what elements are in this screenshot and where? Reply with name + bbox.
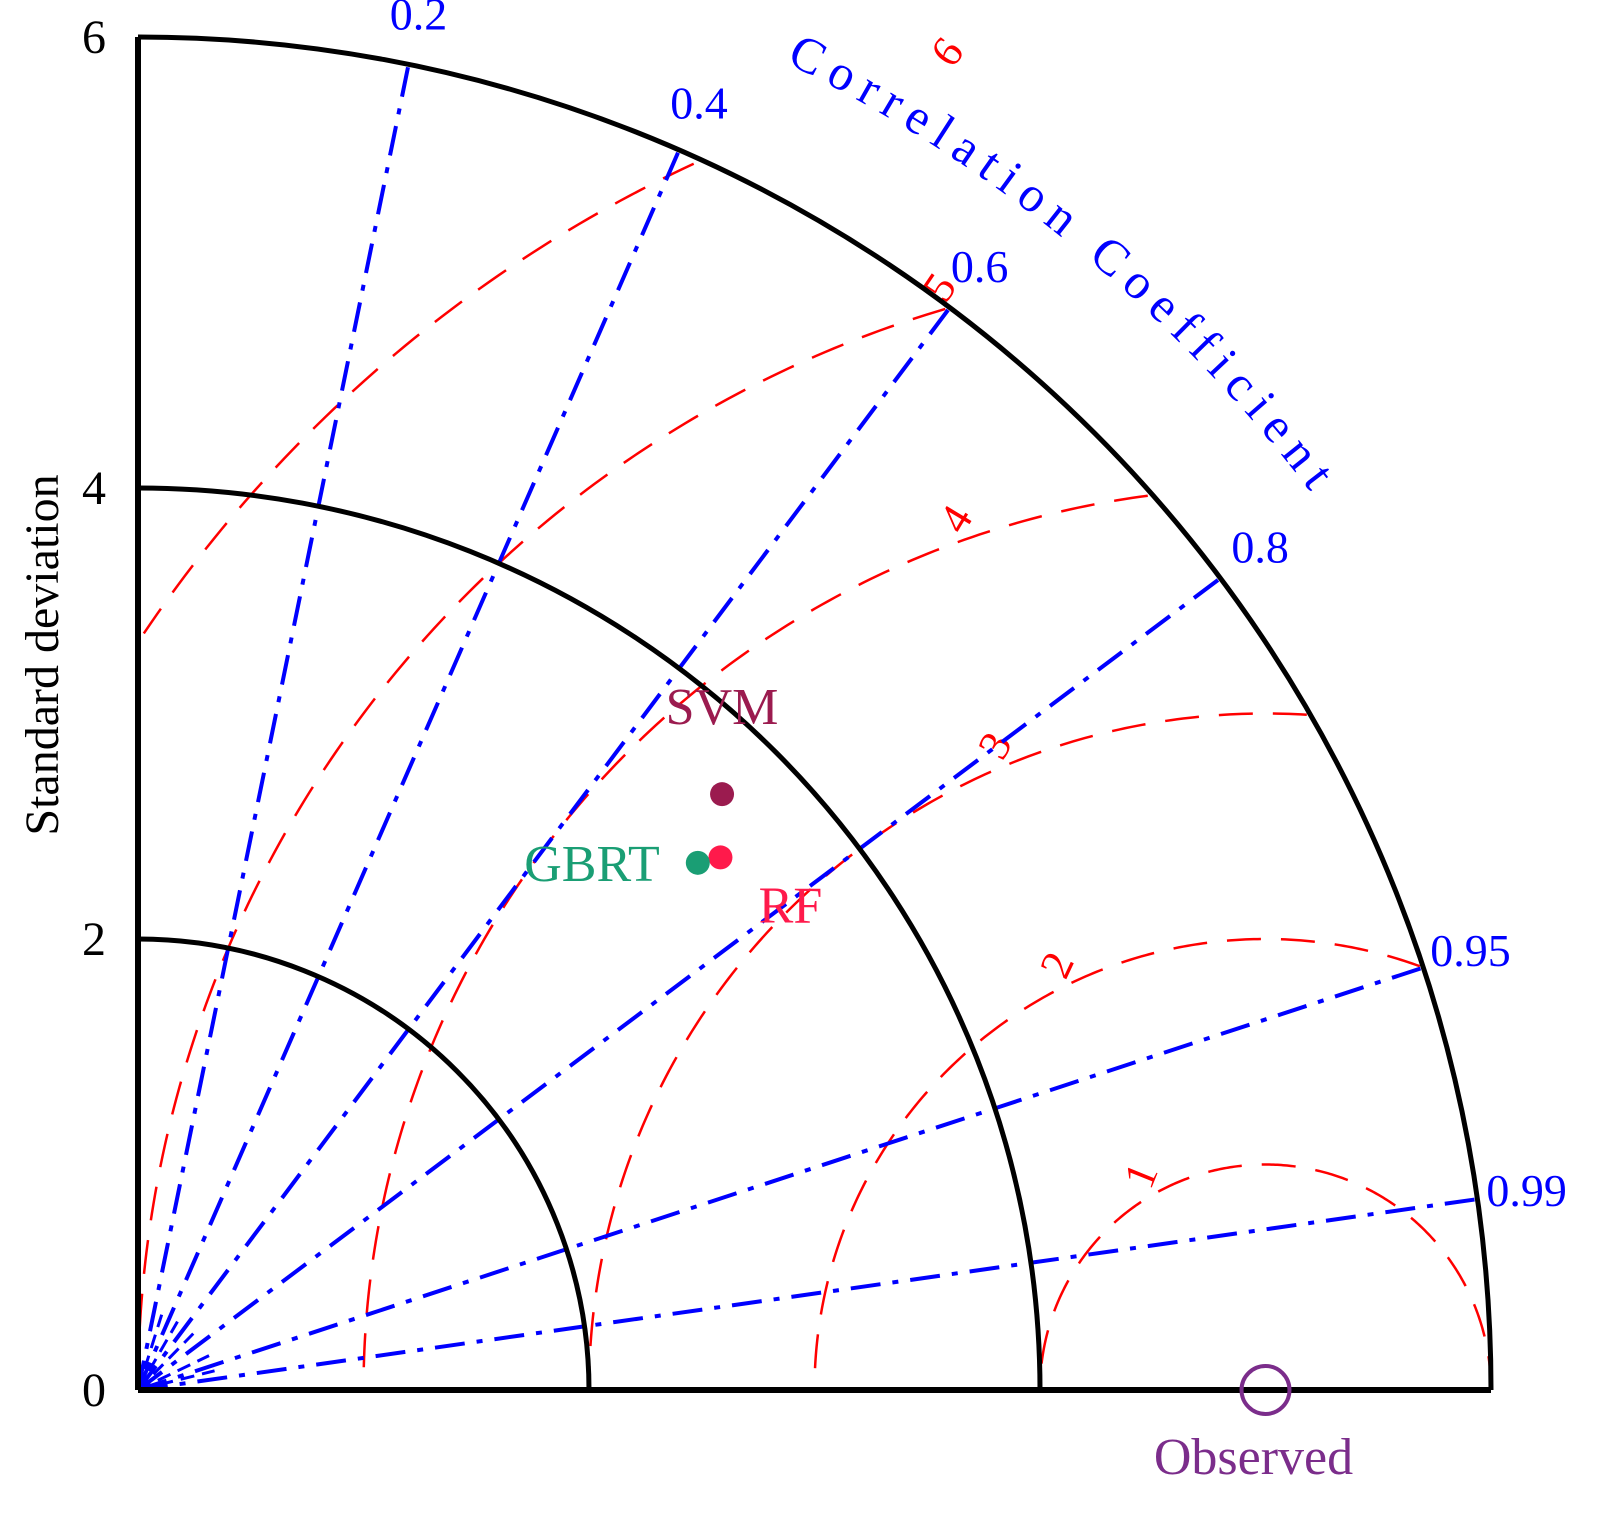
correlation-tick-label: 0.95 [1430, 925, 1511, 976]
correlation-axis-title: Correlation Coefficient [781, 22, 1353, 506]
rms-contour-5 [136, 307, 946, 1391]
correlation-lines [136, 63, 1478, 1392]
correlation-spoke [136, 1320, 179, 1391]
rms-contour-1 [1038, 1163, 1493, 1391]
correlation-tick-label: 0.99 [1486, 1165, 1567, 1216]
y-tick-label: 4 [82, 462, 106, 515]
rms-tick-label: 6 [921, 28, 973, 75]
point-label: RF [759, 877, 823, 934]
std-arcs [137, 34, 1494, 1391]
rms-tick-label: 1 [1114, 1156, 1168, 1195]
y-tick-label: 2 [82, 913, 106, 966]
correlation-line-0.6 [136, 306, 952, 1392]
correlation-tick-label: 0.6 [951, 241, 1009, 292]
correlation-line-0.2 [136, 63, 411, 1391]
y-tick-label: 6 [82, 11, 106, 64]
rms-tick-label: 2 [1030, 945, 1084, 986]
y-axis-label: Standard deviation [16, 474, 69, 835]
correlation-line-0.8 [136, 576, 1222, 1392]
correlation-tick-label: 0.2 [390, 0, 448, 40]
correlation-line-0.95 [137, 965, 1424, 1392]
correlation-tick-label: 0.8 [1231, 521, 1289, 572]
correlation-spoke [136, 1314, 164, 1391]
rms-contour-4 [362, 494, 1148, 1391]
rms-tick-label: 4 [929, 497, 982, 541]
correlation-spoke [137, 1354, 210, 1392]
observed-label: Observed [1154, 1429, 1353, 1486]
correlation-tick-label: 0.4 [670, 77, 728, 128]
point-rf [708, 845, 733, 870]
correlation-line-0.99 [137, 1197, 1478, 1392]
correlation-line-0.4 [136, 149, 682, 1391]
y-tick-label: 0 [82, 1364, 106, 1417]
std-arc-6 [137, 34, 1494, 1391]
point-label: GBRT [524, 836, 660, 893]
rms-contour-2 [813, 937, 1421, 1391]
correlation-axis-title-text: Correlation Coefficient [781, 22, 1353, 506]
rms-contour-3 [587, 712, 1307, 1391]
axes [135, 37, 1491, 1393]
point-svm [710, 782, 735, 807]
observed-marker [1239, 1364, 1292, 1416]
rms-contour-6 [142, 162, 695, 635]
point-gbrt [685, 850, 710, 875]
point-label: SVM [666, 679, 779, 736]
model-points: SVM RF GBRT Observed [524, 679, 1353, 1486]
correlation-spoke [137, 1369, 215, 1392]
correlation-spoke [136, 1332, 195, 1392]
std-arc-2 [137, 936, 592, 1391]
tick-labels: 0.2 0.4 0.6 0.8 0.95 0.99 0 2 4 6 [82, 0, 1567, 1417]
std-arc-4 [137, 485, 1043, 1391]
